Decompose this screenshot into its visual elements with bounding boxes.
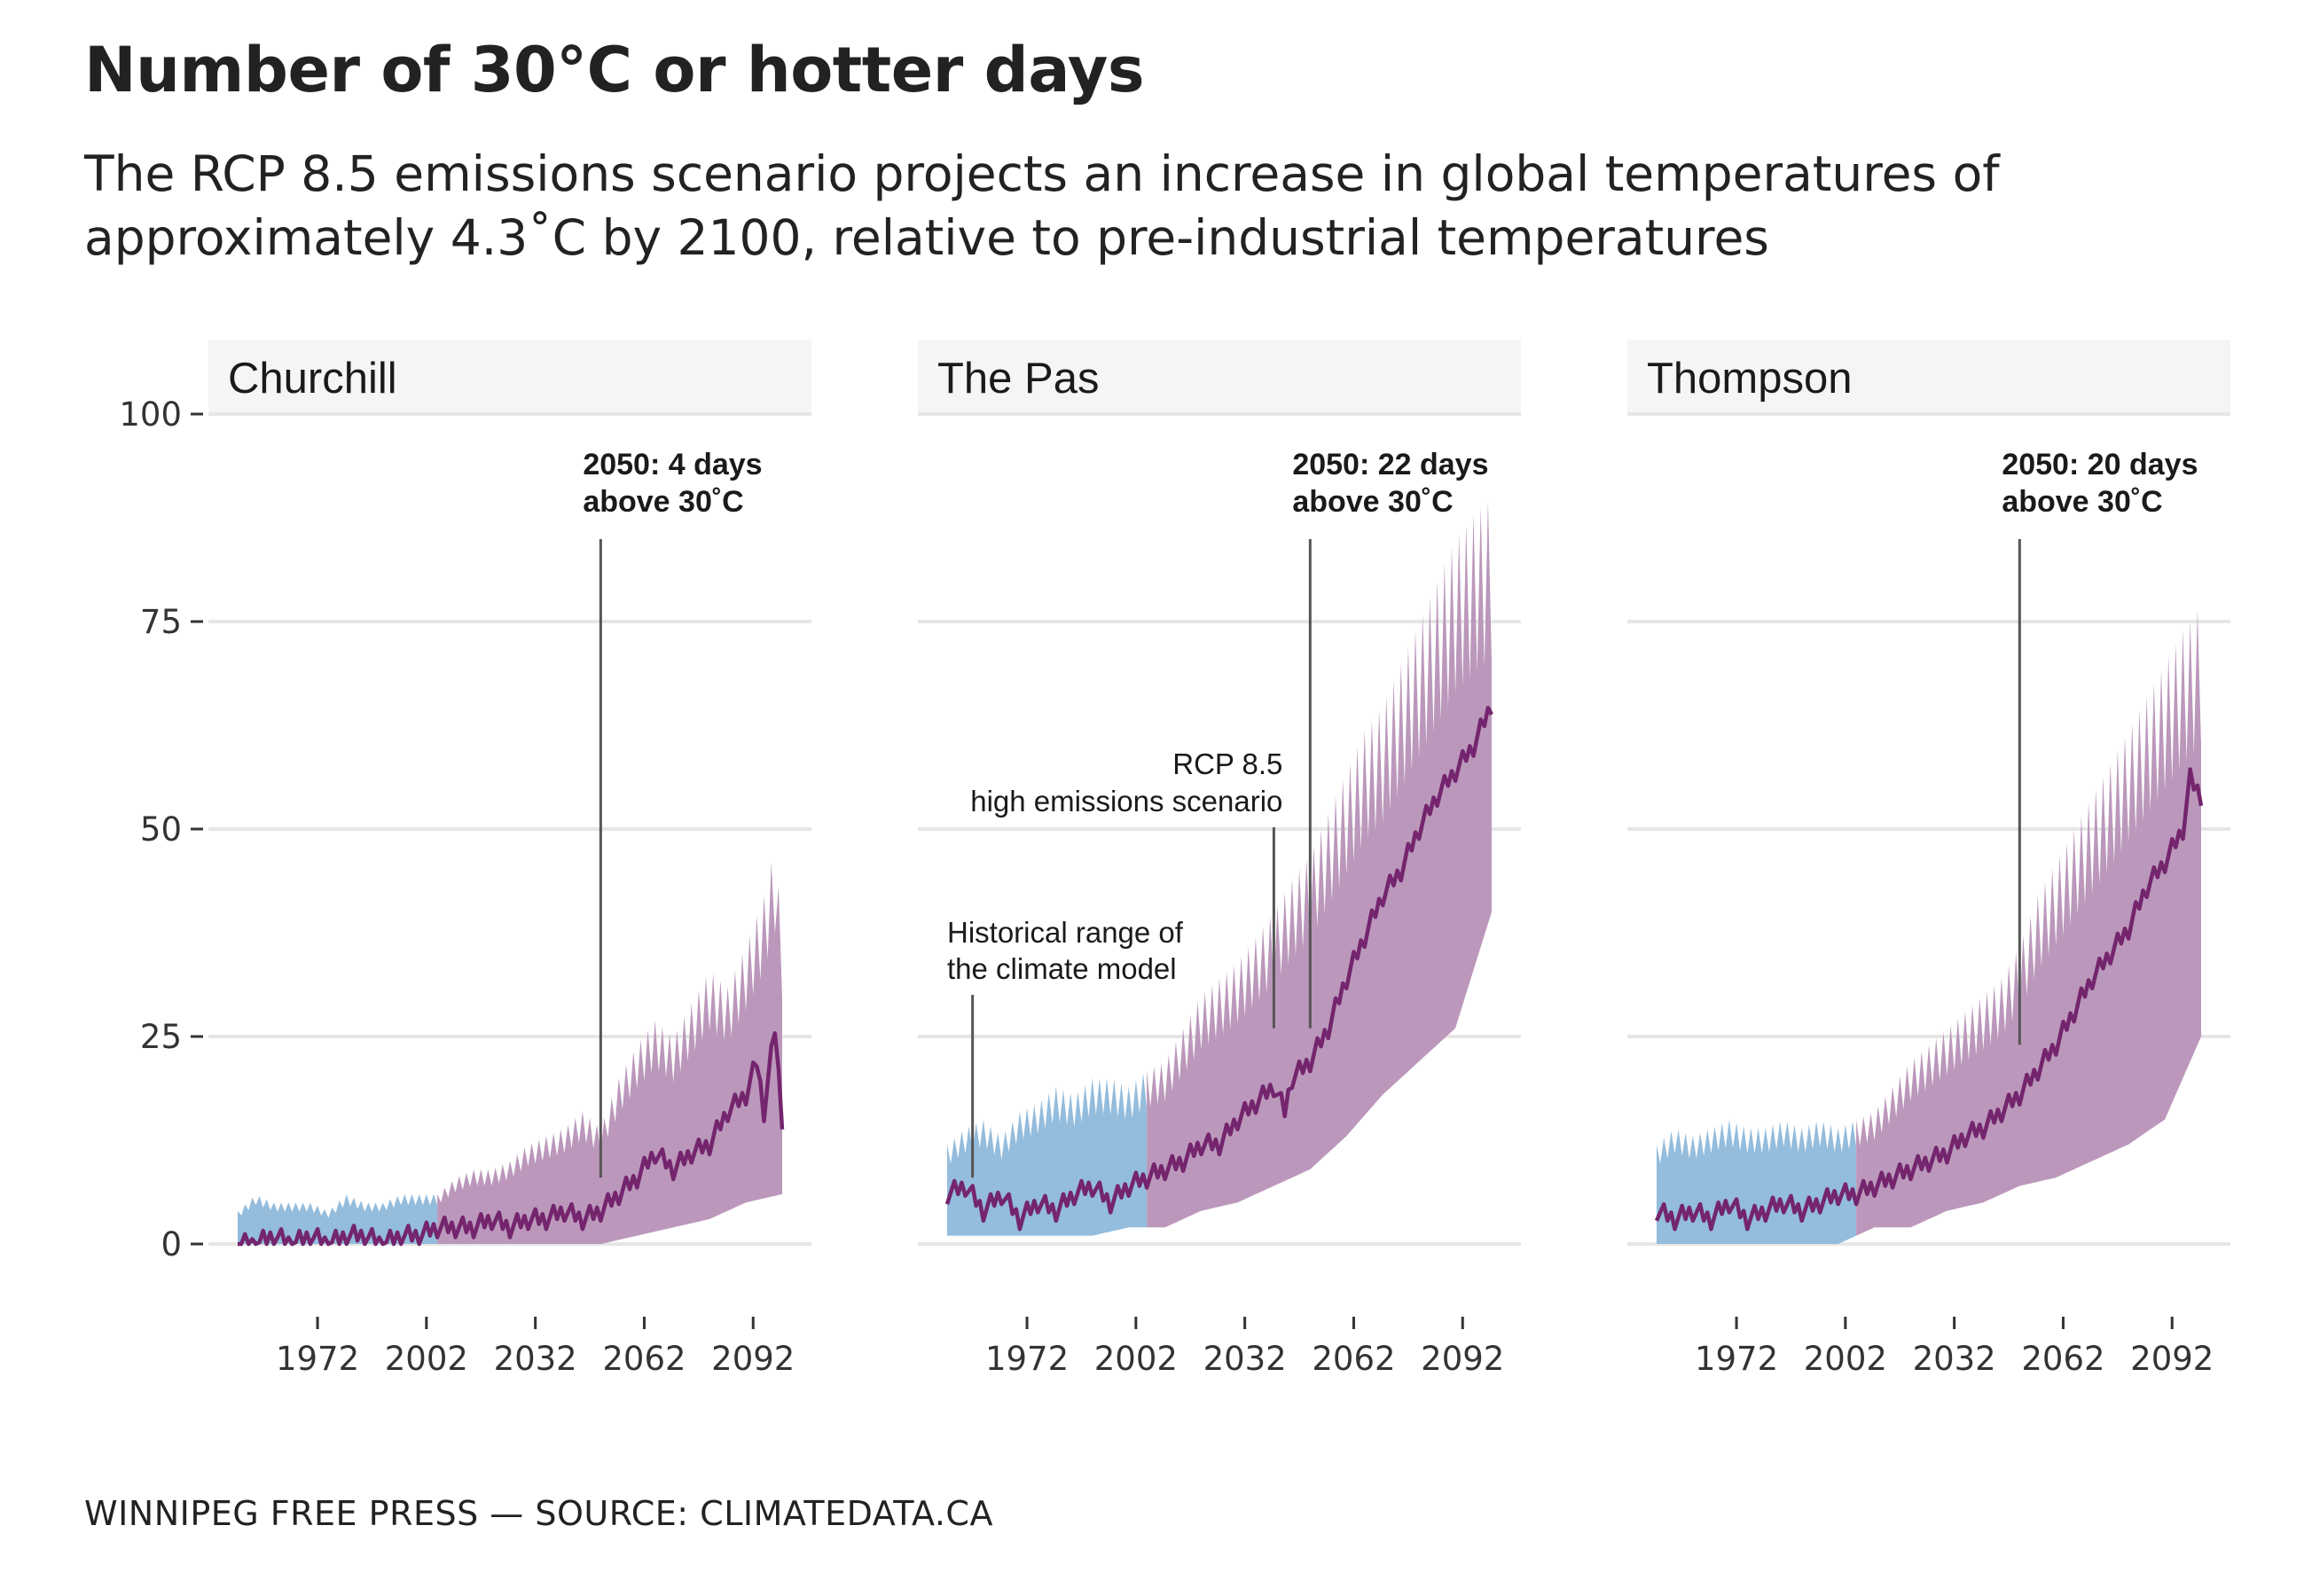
facet-title: Thompson	[1647, 355, 1853, 403]
annotation-label-line-1: 2050: 22 days	[1292, 448, 1488, 481]
subtitle-line-2: approximately 4.3˚C by 2100, relative to…	[84, 209, 1769, 266]
panel-thompson: Thompson 1972 2002 2032 2062 2092 2050: 20 day…	[1627, 340, 2230, 1378]
x-tick-label: 2002	[1094, 1340, 1178, 1378]
chart-subtitle: The RCP 8.5 emissions scenario projects …	[84, 142, 2124, 270]
subtitle-line-1: The RCP 8.5 emissions scenario projects …	[84, 145, 2000, 202]
x-tick-label: 2062	[2021, 1340, 2104, 1378]
annotation-label-line-2: above 30˚C	[1292, 485, 1453, 519]
panel-the-pas: The Pas 1972 2002 2032 2062 2092 2050: 22 days…	[918, 340, 1521, 1378]
annotation-label-line-2: above 30˚C	[2002, 485, 2162, 519]
projected-range-band	[1856, 609, 2201, 1236]
historical-callout-line-2: the climate model	[947, 952, 1177, 985]
x-tick-label: 1972	[1695, 1340, 1778, 1378]
facet-strip	[918, 340, 1521, 412]
x-tick-label: 2062	[602, 1340, 686, 1378]
facet-title: The Pas	[937, 355, 1099, 403]
y-tick-label: 0	[161, 1225, 182, 1264]
chart-title: Number of 30°C or hotter days	[84, 34, 1145, 106]
annotation-label-line-1: 2050: 4 days	[583, 448, 762, 481]
median-line	[1654, 767, 2204, 1232]
panel-churchill: Churchill 0 25 50 75 100 1972 2002 2032 2062 2092 2…	[119, 340, 811, 1378]
historical-range-band	[238, 1193, 438, 1244]
x-tick-label: 2092	[1421, 1340, 1504, 1378]
x-tick-label: 1972	[985, 1340, 1069, 1378]
x-tick-label: 2032	[1203, 1340, 1287, 1378]
historical-range-band	[1657, 1119, 1857, 1244]
y-tick-label: 25	[140, 1018, 182, 1056]
facet-title: Churchill	[228, 355, 397, 403]
x-tick-label: 2092	[711, 1340, 795, 1378]
source-credit: WINNIPEG FREE PRESS — SOURCE: CLIMATEDAT…	[84, 1494, 993, 1533]
y-tick-label: 75	[140, 603, 182, 641]
x-tick-label: 2062	[1312, 1340, 1395, 1378]
rcp-callout-line-2: high emissions scenario	[970, 785, 1282, 818]
rcp-callout-line-1: RCP 8.5	[1172, 747, 1282, 780]
historical-callout-line-1: Historical range of	[947, 916, 1184, 949]
projected-range-band	[437, 862, 782, 1244]
x-tick-label: 2032	[494, 1340, 577, 1378]
median-line	[944, 706, 1493, 1232]
x-tick-label: 2032	[1913, 1340, 1996, 1378]
x-tick-label: 2002	[385, 1340, 468, 1378]
y-tick-label: 50	[140, 810, 182, 849]
y-tick-label: 100	[119, 395, 182, 434]
facet-strip	[1627, 340, 2230, 412]
x-tick-label: 2002	[1804, 1340, 1887, 1378]
x-tick-label: 1972	[276, 1340, 359, 1378]
median-line	[238, 1031, 785, 1247]
annotation-label-line-1: 2050: 20 days	[2002, 448, 2198, 481]
annotation-label-line-2: above 30˚C	[583, 485, 743, 519]
facet-strip	[208, 340, 811, 412]
x-tick-label: 2092	[2130, 1340, 2214, 1378]
projected-range-band	[1147, 500, 1492, 1228]
